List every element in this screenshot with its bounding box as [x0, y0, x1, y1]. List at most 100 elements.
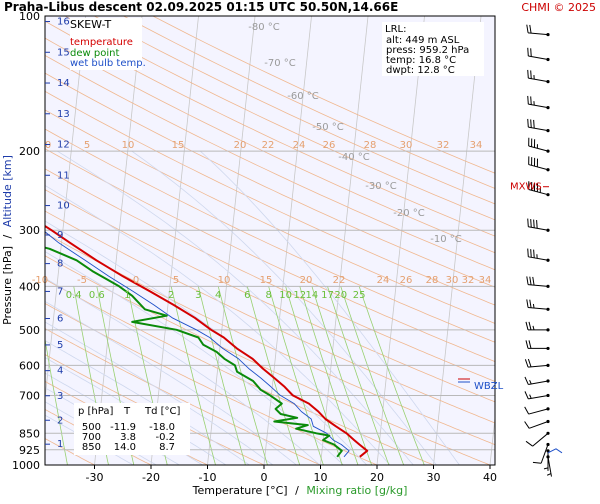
wind-barb-station	[546, 80, 549, 83]
mixing-ratio-label: 8	[265, 290, 271, 301]
legend-title: SKEW-T	[70, 18, 112, 31]
x-axis-title-temperature: Temperature [°C]	[192, 484, 288, 497]
altitude-tick-label: 7	[57, 286, 63, 297]
dry-adiabat-label: 10	[122, 140, 135, 151]
mixing-ratio-label: 12	[293, 290, 306, 301]
legend-item-wet-bulb: wet bulb temp.	[70, 58, 146, 69]
dry-adiabat-label: 28	[364, 140, 377, 151]
y-tick-label: 200	[19, 145, 40, 158]
wind-barb-station	[546, 347, 549, 350]
wind-barb-station	[546, 58, 549, 61]
wind-barb-half	[533, 304, 534, 308]
y-tick-label: 700	[19, 389, 40, 402]
dry-adiabat-label: 20	[300, 275, 313, 286]
wind-barb-full	[528, 249, 529, 257]
wind-barb-station	[546, 150, 549, 153]
isotherm-label: -60 °C	[287, 91, 319, 102]
dry-adiabat-label: 15	[172, 140, 185, 151]
altitude-tick-label: 9	[57, 230, 63, 241]
dry-adiabat-label: 22	[333, 275, 346, 286]
isotherm-label: -70 °C	[264, 58, 296, 69]
altitude-tick-label: 4	[57, 366, 63, 377]
wind-barb-full	[531, 48, 532, 56]
dry-adiabat-label: 34	[479, 275, 492, 286]
mixing-ratio-label: 2	[168, 290, 174, 301]
isotherm-label: -80 °C	[248, 22, 280, 33]
x-tick-label: -10	[199, 471, 217, 484]
altitude-tick-label: 11	[57, 170, 70, 181]
wind-barb-full	[534, 220, 535, 228]
mixing-ratio-label: 10	[279, 290, 292, 301]
dry-adiabat-label: 26	[323, 140, 336, 151]
isotherm-label: -50 °C	[312, 122, 344, 133]
altitude-tick-label: 3	[57, 391, 63, 402]
y-axis-title-separator: /	[1, 234, 14, 238]
x-tick-label: -30	[86, 471, 104, 484]
y-tick-label: 1000	[12, 459, 40, 472]
legend-item-temperature: temperature	[70, 37, 133, 48]
dry-adiabat-label: 0	[45, 140, 51, 151]
mixing-ratio-label: 0.6	[89, 290, 105, 301]
table-row-3-temperature: 14.0	[114, 442, 136, 453]
altitude-tick-label: 13	[57, 109, 70, 120]
wind-barb-station	[546, 308, 549, 311]
dry-adiabat-label: 24	[293, 140, 306, 151]
x-tick-label: 20	[370, 471, 384, 484]
wind-barb-full	[528, 96, 529, 104]
altitude-tick-label: 5	[57, 340, 63, 351]
wind-barb-station	[546, 259, 549, 262]
wind-barb-station	[546, 364, 549, 367]
isotherm-label: -10 °C	[430, 234, 462, 245]
dry-adiabat-label: 15	[260, 275, 273, 286]
wind-barb-full	[534, 250, 535, 258]
wind-barb-full	[534, 120, 535, 128]
altitude-tick-label: 2	[57, 415, 63, 426]
x-axis-title-separator: /	[295, 484, 299, 497]
altitude-tick-label: 14	[57, 78, 70, 89]
isotherm-label: -20 °C	[393, 208, 425, 219]
wind-barb-full	[537, 220, 538, 228]
x-tick-label: 30	[427, 471, 441, 484]
y-tick-label: 400	[19, 280, 40, 293]
wind-barb-station	[546, 432, 549, 435]
wind-barb-station	[546, 168, 549, 171]
mixing-ratio-label: 1	[124, 290, 130, 301]
dry-adiabat-label: 30	[446, 275, 459, 286]
x-axis-title-mixing: Mixing ratio [g/kg]	[306, 484, 407, 497]
table-header-temperature: T	[123, 406, 131, 417]
dry-adiabat-label: 32	[462, 275, 475, 286]
wind-barb-station	[546, 129, 549, 132]
chart-title: Praha-Libus descent 02.09.2025 01:15 UTC…	[4, 0, 398, 14]
wind-barb-station	[546, 379, 549, 382]
x-tick-label: 0	[261, 471, 268, 484]
wind-barb-station	[546, 420, 549, 423]
wind-barb-full	[528, 219, 529, 227]
altitude-tick-label: 6	[57, 314, 63, 325]
wind-barb-station	[546, 328, 549, 331]
y-tick-label: 850	[19, 427, 40, 440]
wind-barb-station	[546, 443, 549, 446]
mixing-ratio-label: 3	[195, 290, 201, 301]
wind-barb-full	[528, 48, 529, 56]
wind-barb-station	[546, 394, 549, 397]
wind-barb-station	[546, 229, 549, 232]
y-tick-label: 600	[19, 359, 40, 372]
table-row-3-pressure: 850	[82, 442, 101, 453]
dry-adiabat-label: 28	[426, 275, 439, 286]
mixing-ratio-label: 14	[306, 290, 319, 301]
wind-barb-full	[531, 119, 532, 127]
wbzl-marker-label: WBZL	[474, 381, 504, 392]
y-axis-title-altitude: Altitude [km]	[1, 155, 14, 227]
y-tick-label: 300	[19, 224, 40, 237]
wind-barb-full	[531, 96, 532, 104]
dry-adiabat-label: 30	[400, 140, 413, 151]
wind-barb-station	[546, 285, 549, 288]
wind-barb-station	[546, 407, 549, 410]
plot-background	[45, 16, 495, 465]
x-tick-label: 10	[314, 471, 328, 484]
mixing-ratio-label: 25	[353, 290, 366, 301]
wind-barb-full	[528, 70, 529, 78]
dry-adiabat-label: 5	[173, 275, 179, 286]
